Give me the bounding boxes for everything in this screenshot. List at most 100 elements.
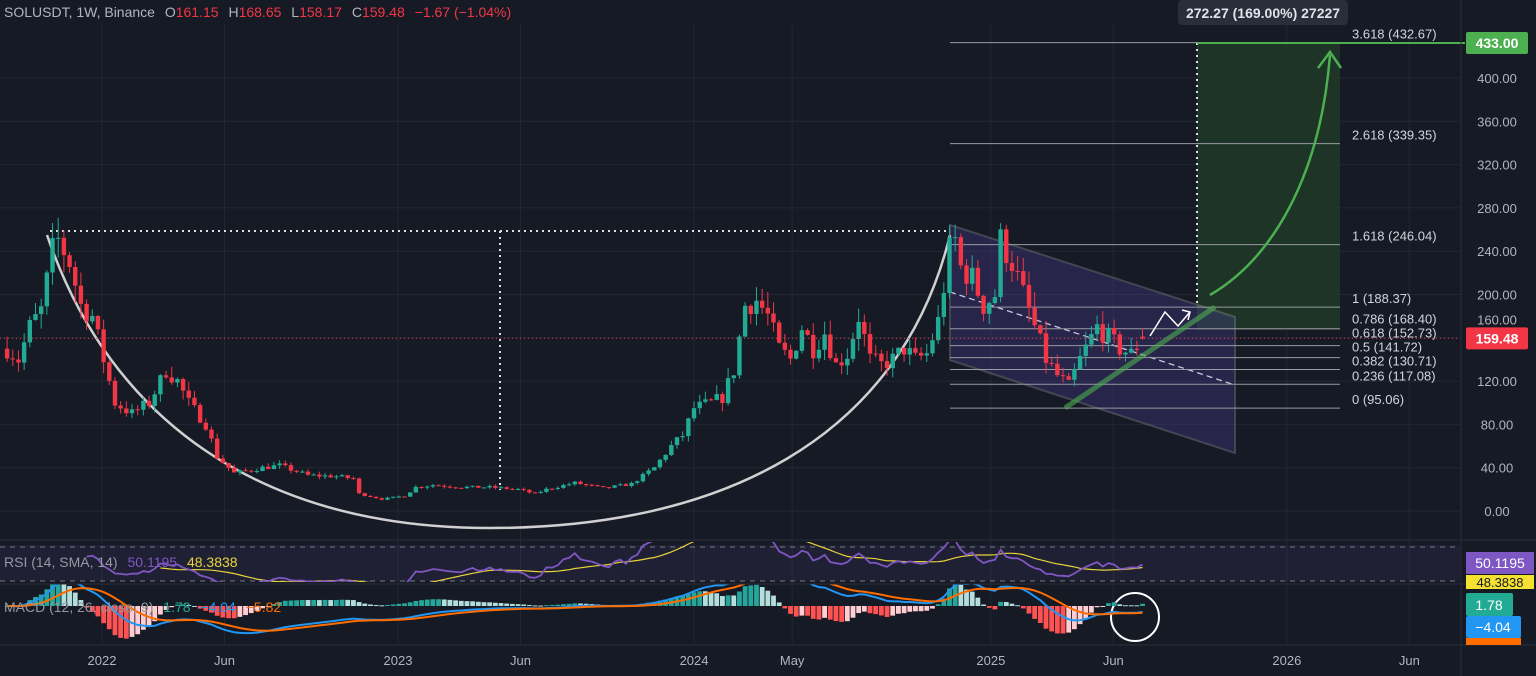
candle-body[interactable] xyxy=(124,408,129,414)
target-zone[interactable] xyxy=(1197,43,1340,330)
candle-body[interactable] xyxy=(776,322,782,343)
candle-body[interactable] xyxy=(515,488,521,490)
candle-body[interactable] xyxy=(146,400,152,406)
candle-body[interactable] xyxy=(67,255,72,268)
candle-body[interactable] xyxy=(862,321,867,335)
candle-body[interactable] xyxy=(595,485,600,487)
candle-body[interactable] xyxy=(487,485,492,488)
candle-body[interactable] xyxy=(566,484,572,486)
candle-body[interactable] xyxy=(674,437,680,446)
candle-body[interactable] xyxy=(481,487,487,489)
rsi-pane[interactable] xyxy=(86,526,1143,590)
candle-body[interactable] xyxy=(901,347,907,355)
candle-body[interactable] xyxy=(731,375,736,379)
candle-body[interactable] xyxy=(33,314,38,320)
candle-body[interactable] xyxy=(345,475,350,479)
candle-body[interactable] xyxy=(964,265,969,284)
candle-body[interactable] xyxy=(266,466,271,470)
candle-body[interactable] xyxy=(209,429,214,439)
candle-body[interactable] xyxy=(169,377,174,383)
candle-body[interactable] xyxy=(175,379,180,383)
candle-body[interactable] xyxy=(430,485,436,487)
candle-body[interactable] xyxy=(816,349,822,359)
candle-body[interactable] xyxy=(447,486,453,488)
candle-body[interactable] xyxy=(1106,327,1111,343)
candle-body[interactable] xyxy=(254,471,260,473)
candle-body[interactable] xyxy=(107,362,112,381)
candle-body[interactable] xyxy=(27,319,33,343)
candle-body[interactable] xyxy=(992,297,998,304)
candle-body[interactable] xyxy=(896,347,901,354)
candle-body[interactable] xyxy=(73,267,78,286)
candle-body[interactable] xyxy=(725,378,731,404)
candle-body[interactable] xyxy=(1134,348,1140,351)
candle-body[interactable] xyxy=(635,481,640,483)
candle-body[interactable] xyxy=(873,353,878,355)
candle-body[interactable] xyxy=(328,475,333,478)
candle-body[interactable] xyxy=(907,348,912,355)
candle-body[interactable] xyxy=(425,486,430,488)
candle-body[interactable] xyxy=(970,267,975,284)
candle-body[interactable] xyxy=(884,361,890,369)
candle-body[interactable] xyxy=(334,476,339,478)
support-trendline[interactable] xyxy=(1063,304,1217,411)
symbol-label[interactable]: SOLUSDT, 1W, Binance xyxy=(4,4,155,20)
macd-title[interactable]: MACD (12, 26, close, 9) xyxy=(4,599,153,615)
candle-body[interactable] xyxy=(453,487,458,489)
candle-body[interactable] xyxy=(385,497,390,500)
candle-body[interactable] xyxy=(220,458,226,464)
candle-body[interactable] xyxy=(4,348,10,359)
candle-body[interactable] xyxy=(305,471,311,475)
candle-body[interactable] xyxy=(84,303,89,322)
macd-crossover-circle[interactable] xyxy=(1110,592,1160,642)
candle-body[interactable] xyxy=(538,491,543,493)
candle-body[interactable] xyxy=(498,487,504,489)
candle-body[interactable] xyxy=(56,237,61,239)
candle-body[interactable] xyxy=(1043,333,1049,363)
candle-body[interactable] xyxy=(1117,334,1123,355)
candle-body[interactable] xyxy=(311,474,316,476)
candle-body[interactable] xyxy=(407,492,413,497)
candle-body[interactable] xyxy=(231,467,237,473)
price-axis[interactable]: 0.00 40.00 80.00 120.00 160.00 200.00 240.00 28… xyxy=(1477,71,1517,519)
candle-body[interactable] xyxy=(856,321,861,339)
candle-body[interactable] xyxy=(101,329,106,363)
candle-body[interactable] xyxy=(771,313,776,323)
time-axis[interactable]: 2022 Jun 2023 Jun 2024 May 2025 Jun 2026 Jun xyxy=(88,653,1420,668)
candle-body[interactable] xyxy=(759,300,765,308)
candle-body[interactable] xyxy=(1123,352,1128,355)
candle-body[interactable] xyxy=(532,492,538,494)
candle-body[interactable] xyxy=(640,473,646,482)
fib-retracement[interactable]: 0 (95.06) 0.236 (117.08)0.382 (130.71)0.5… xyxy=(950,27,1437,409)
candle-body[interactable] xyxy=(249,470,254,472)
candle-body[interactable] xyxy=(294,470,299,472)
candle-body[interactable] xyxy=(368,495,373,497)
candle-body[interactable] xyxy=(765,307,771,314)
candle-body[interactable] xyxy=(396,496,402,498)
candle-body[interactable] xyxy=(214,438,220,459)
candle-body[interactable] xyxy=(890,353,895,369)
candle-body[interactable] xyxy=(152,394,157,406)
candle-body[interactable] xyxy=(373,496,379,499)
candle-body[interactable] xyxy=(442,485,447,487)
candle-body[interactable] xyxy=(135,409,140,411)
candle-body[interactable] xyxy=(38,306,44,315)
candle-body[interactable] xyxy=(476,485,481,488)
candle-body[interactable] xyxy=(197,405,203,423)
candle-body[interactable] xyxy=(112,380,118,406)
rsi-title[interactable]: RSI (14, SMA, 14) xyxy=(4,554,118,570)
candle-body[interactable] xyxy=(390,496,396,498)
candle-body[interactable] xyxy=(470,485,475,487)
candle-body[interactable] xyxy=(1072,369,1077,380)
candle-body[interactable] xyxy=(879,353,884,362)
candle-body[interactable] xyxy=(339,475,345,477)
candle-body[interactable] xyxy=(686,418,691,437)
candle-body[interactable] xyxy=(987,303,992,314)
candle-body[interactable] xyxy=(1055,363,1060,376)
candle-body[interactable] xyxy=(811,334,816,359)
candle-body[interactable] xyxy=(703,399,708,402)
candle-body[interactable] xyxy=(1083,344,1088,356)
candle-body[interactable] xyxy=(1015,270,1020,272)
candle-body[interactable] xyxy=(277,463,282,466)
